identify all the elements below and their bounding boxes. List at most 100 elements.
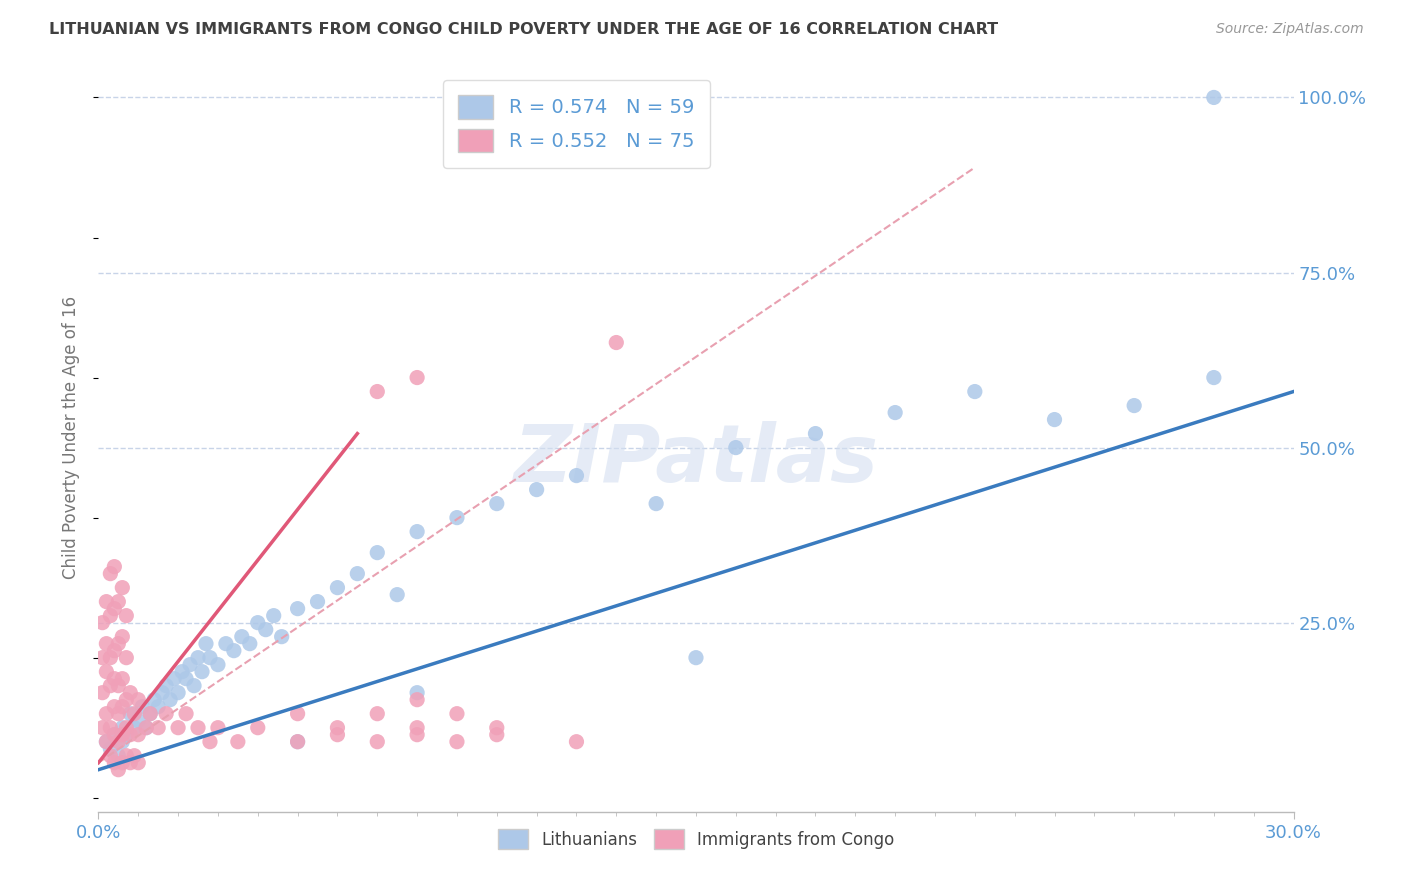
Text: Source: ZipAtlas.com: Source: ZipAtlas.com: [1216, 22, 1364, 37]
Point: [174, 672, 197, 686]
Point: [366, 706, 388, 721]
Point: [198, 650, 221, 665]
Point: [107, 748, 129, 763]
Point: [246, 615, 269, 630]
Point: [366, 546, 388, 560]
Point: [103, 728, 125, 742]
Point: [406, 721, 429, 735]
Point: [179, 657, 201, 672]
Point: [198, 734, 221, 748]
Point: [111, 734, 134, 748]
Point: [207, 721, 229, 735]
Point: [131, 699, 153, 714]
Point: [366, 734, 388, 748]
Point: [98, 748, 122, 763]
Point: [135, 721, 157, 735]
Point: [183, 679, 205, 693]
Point: [120, 686, 142, 700]
Point: [96, 637, 118, 651]
Point: [287, 706, 309, 721]
Point: [804, 426, 827, 441]
Point: [111, 672, 134, 686]
Point: [111, 756, 134, 770]
Point: [195, 637, 218, 651]
Point: [167, 686, 190, 700]
Point: [103, 728, 125, 742]
Point: [1202, 90, 1225, 104]
Point: [115, 721, 138, 735]
Point: [263, 608, 285, 623]
Point: [1202, 370, 1225, 384]
Point: [120, 756, 142, 770]
Point: [326, 721, 349, 735]
Point: [172, 665, 194, 679]
Point: [98, 721, 122, 735]
Point: [215, 637, 238, 651]
Point: [174, 706, 197, 721]
Point: [526, 483, 548, 497]
Point: [326, 728, 349, 742]
Point: [107, 594, 129, 608]
Point: [120, 728, 142, 742]
Point: [91, 650, 114, 665]
Point: [111, 630, 134, 644]
Point: [605, 335, 627, 350]
Point: [124, 748, 146, 763]
Point: [103, 601, 125, 615]
Point: [446, 706, 468, 721]
Point: [406, 692, 429, 706]
Point: [107, 679, 129, 693]
Point: [127, 692, 149, 706]
Point: [98, 741, 122, 756]
Y-axis label: Child Poverty Under the Age of 16: Child Poverty Under the Age of 16: [62, 295, 80, 579]
Text: LITHUANIAN VS IMMIGRANTS FROM CONGO CHILD POVERTY UNDER THE AGE OF 16 CORRELATIO: LITHUANIAN VS IMMIGRANTS FROM CONGO CHIL…: [49, 22, 998, 37]
Point: [287, 601, 309, 615]
Point: [565, 734, 588, 748]
Point: [111, 581, 134, 595]
Point: [139, 706, 162, 721]
Point: [222, 643, 245, 657]
Point: [446, 734, 468, 748]
Point: [107, 763, 129, 777]
Point: [246, 721, 269, 735]
Point: [231, 630, 253, 644]
Point: [485, 728, 508, 742]
Point: [724, 441, 747, 455]
Point: [96, 734, 118, 748]
Point: [96, 594, 118, 608]
Legend: Lithuanians, Immigrants from Congo: Lithuanians, Immigrants from Congo: [491, 822, 901, 855]
Point: [98, 608, 122, 623]
Point: [155, 679, 177, 693]
Point: [565, 468, 588, 483]
Point: [187, 721, 209, 735]
Point: [1043, 412, 1066, 426]
Point: [307, 594, 329, 608]
Point: [884, 406, 907, 420]
Point: [226, 734, 249, 748]
Point: [254, 623, 277, 637]
Point: [645, 497, 668, 511]
Point: [148, 699, 170, 714]
Point: [120, 706, 142, 721]
Point: [963, 384, 986, 399]
Point: [139, 706, 162, 721]
Point: [103, 559, 125, 574]
Point: [1123, 399, 1146, 413]
Point: [685, 650, 707, 665]
Point: [115, 748, 138, 763]
Point: [163, 672, 186, 686]
Point: [107, 706, 129, 721]
Point: [96, 734, 118, 748]
Text: ZIPatlas: ZIPatlas: [513, 420, 879, 499]
Point: [91, 721, 114, 735]
Point: [96, 706, 118, 721]
Point: [111, 728, 134, 742]
Point: [103, 643, 125, 657]
Point: [287, 734, 309, 748]
Point: [115, 608, 138, 623]
Point: [406, 370, 429, 384]
Point: [148, 721, 170, 735]
Point: [103, 699, 125, 714]
Point: [127, 756, 149, 770]
Point: [111, 699, 134, 714]
